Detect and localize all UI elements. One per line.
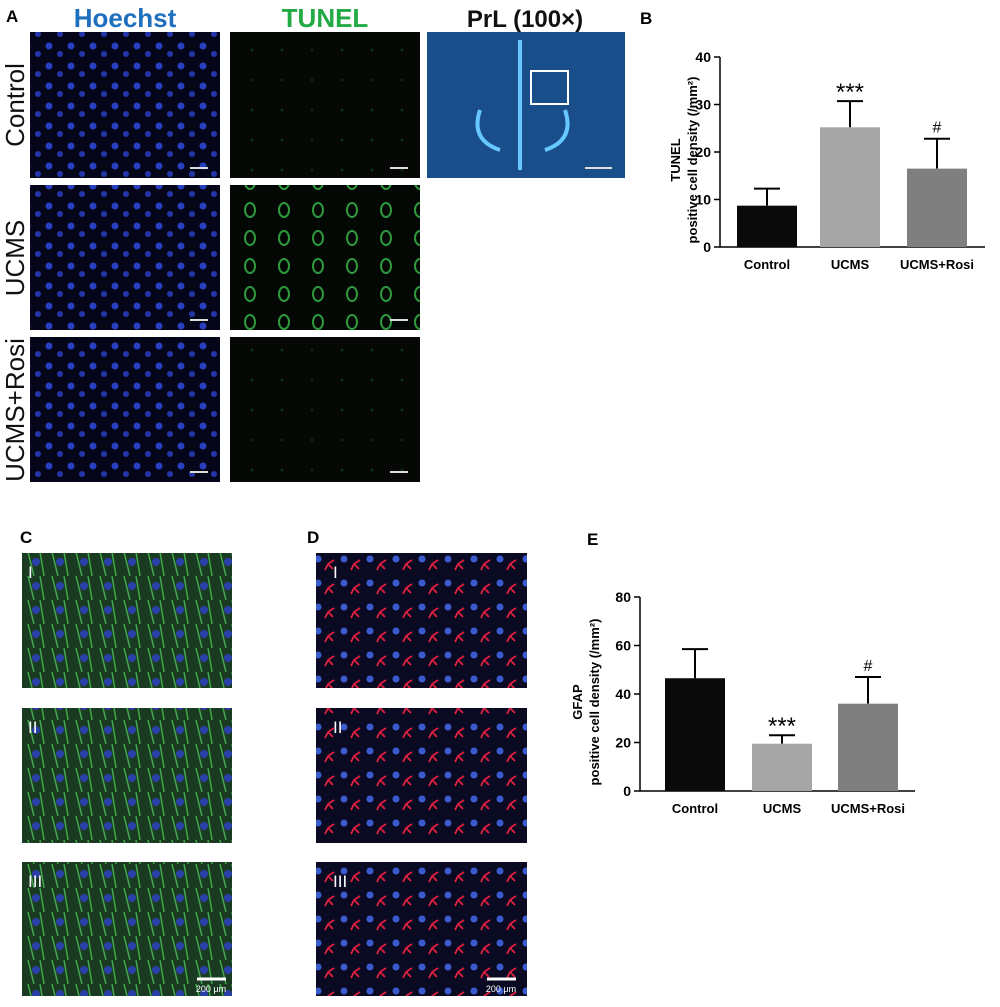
bar — [737, 205, 797, 247]
micrograph — [30, 32, 220, 178]
y-axis-label: TUNEL — [668, 138, 683, 181]
x-tick-label: Control — [672, 801, 718, 816]
micrograph — [427, 32, 625, 178]
panel-cd-images — [22, 553, 527, 996]
row-label: UCMS+Rosi — [0, 338, 30, 482]
subpanel-labels: I II III I II III — [28, 563, 347, 891]
column-header: TUNEL — [282, 3, 369, 33]
y-tick-label: 0 — [703, 239, 711, 255]
y-axis-label: GFAP — [570, 684, 585, 720]
bar — [665, 678, 725, 791]
y-tick-label: 20 — [695, 144, 711, 160]
subpanel-label: III — [333, 872, 347, 891]
brain-structure — [475, 40, 570, 170]
micrograph — [316, 708, 527, 843]
significance-marker: # — [864, 658, 873, 675]
subpanel-label: I — [28, 563, 33, 582]
micrograph — [316, 862, 527, 996]
scale-bar-label: 200 μm — [486, 984, 516, 994]
micrograph — [22, 708, 232, 843]
column-header: PrL (100×) — [467, 6, 583, 33]
bar — [820, 127, 880, 247]
x-tick-label: UCMS — [831, 257, 870, 272]
y-tick-label: 10 — [695, 192, 711, 208]
micrograph — [22, 862, 232, 996]
micrograph — [22, 553, 232, 688]
micrograph — [230, 337, 420, 482]
significance-marker: *** — [836, 79, 864, 106]
subpanel-label: I — [333, 563, 338, 582]
panel-label: D — [307, 528, 319, 547]
row-label: UCMS — [0, 220, 30, 297]
roi-box — [530, 70, 569, 105]
micrograph — [316, 553, 527, 688]
y-axis-label: positive cell density (/mm²) — [587, 619, 602, 786]
subpanel-label: III — [28, 872, 42, 891]
panel-label: A — [6, 7, 18, 26]
x-tick-label: UCMS — [763, 801, 802, 816]
x-tick-label: Control — [744, 257, 790, 272]
panel-label: E — [587, 530, 598, 549]
micrograph — [230, 32, 420, 178]
y-tick-label: 40 — [695, 49, 711, 65]
y-tick-label: 20 — [615, 735, 631, 751]
row-label: Control — [0, 63, 30, 147]
column-header: Hoechst — [74, 3, 177, 33]
y-tick-label: 40 — [615, 686, 631, 702]
micrograph — [30, 337, 220, 482]
x-tick-label: UCMS+Rosi — [831, 801, 905, 816]
significance-marker: *** — [768, 713, 796, 740]
y-tick-label: 80 — [615, 589, 631, 605]
bar — [752, 743, 812, 791]
panel-label: C — [20, 528, 32, 547]
subpanel-label: II — [333, 718, 342, 737]
micrograph — [230, 185, 420, 330]
x-tick-label: UCMS+Rosi — [900, 257, 974, 272]
y-axis-label: positive cell density (/mm²) — [685, 77, 700, 244]
significance-marker: # — [933, 120, 942, 137]
y-tick-label: 30 — [695, 97, 711, 113]
panel-label: B — [640, 9, 652, 28]
micrograph — [30, 185, 220, 330]
bar — [838, 703, 898, 791]
bar — [907, 168, 967, 247]
scale-bars — [190, 167, 612, 473]
panel-a-images — [30, 32, 625, 482]
y-tick-label: 0 — [623, 783, 631, 799]
subpanel-label: II — [28, 718, 37, 737]
y-tick-label: 60 — [615, 638, 631, 654]
scale-bar-label: 200 μm — [196, 984, 226, 994]
